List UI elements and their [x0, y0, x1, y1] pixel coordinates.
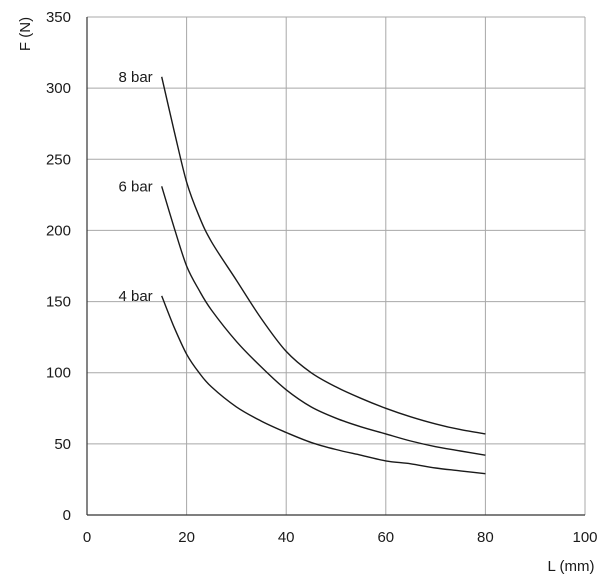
series-line-8-bar [161, 76, 486, 435]
x-axis-label: L (mm) [548, 558, 595, 575]
y-tick-label: 0 [63, 507, 71, 524]
x-tick-label: 20 [178, 529, 195, 546]
y-tick-label: 300 [46, 80, 71, 97]
x-tick-label: 60 [377, 529, 394, 546]
x-tick-labels: 0 20 40 60 80 100 [83, 529, 598, 546]
series-lines [161, 76, 486, 475]
series-label-4-bar: 4 bar [118, 288, 152, 305]
axes [86, 17, 585, 516]
series-line-4-bar [161, 295, 486, 475]
series-label-8-bar: 8 bar [118, 69, 152, 86]
y-tick-label: 50 [54, 436, 71, 453]
x-tick-label: 0 [83, 529, 91, 546]
grid-lines [87, 16, 586, 515]
y-tick-label: 200 [46, 222, 71, 239]
x-tick-label: 100 [572, 529, 597, 546]
y-tick-label: 350 [46, 9, 71, 26]
y-axis-label: F (N) [17, 17, 34, 51]
series-labels: 8 bar 6 bar 4 bar [118, 69, 152, 305]
y-tick-labels: 0 50 100 150 200 250 300 350 [46, 9, 71, 524]
series-line-6-bar [161, 186, 486, 456]
x-tick-label: 80 [477, 529, 494, 546]
y-tick-label: 100 [46, 365, 71, 382]
x-tick-label: 40 [278, 529, 295, 546]
y-tick-label: 150 [46, 294, 71, 311]
series-label-6-bar: 6 bar [118, 178, 152, 195]
y-tick-label: 250 [46, 151, 71, 168]
